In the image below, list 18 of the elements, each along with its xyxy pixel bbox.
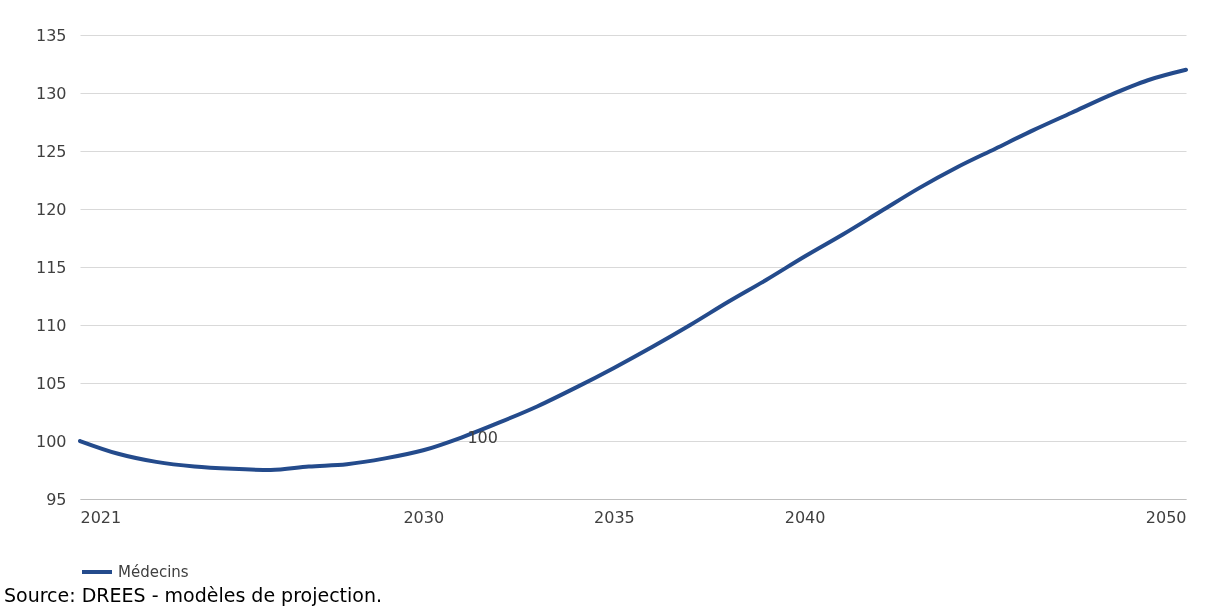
y-tick-label: 110	[35, 315, 67, 335]
line-series	[78, 67, 1188, 472]
x-tick-label: 2040	[784, 507, 826, 527]
y-tick-label: 95	[46, 489, 67, 509]
x-tick-label: 2021	[80, 507, 122, 527]
y-tick-label: 135	[35, 25, 67, 45]
y-tick-label: 100	[35, 431, 67, 451]
y-tick-label: 125	[35, 141, 67, 161]
annotation: 100	[467, 427, 498, 447]
x-tick-label: 2050	[1145, 507, 1187, 527]
y-tick-label: 105	[35, 373, 67, 393]
y-tick-label: 130	[35, 83, 67, 103]
x-tick-label: 2035	[594, 507, 635, 527]
y-tick-label: 115	[35, 257, 67, 277]
legend-label: Médecins	[118, 563, 189, 581]
x-tick-label: 2030	[403, 507, 445, 527]
y-tick-label: 120	[35, 199, 67, 219]
source-note: Source: DREES - modèles de projection.	[4, 584, 383, 606]
